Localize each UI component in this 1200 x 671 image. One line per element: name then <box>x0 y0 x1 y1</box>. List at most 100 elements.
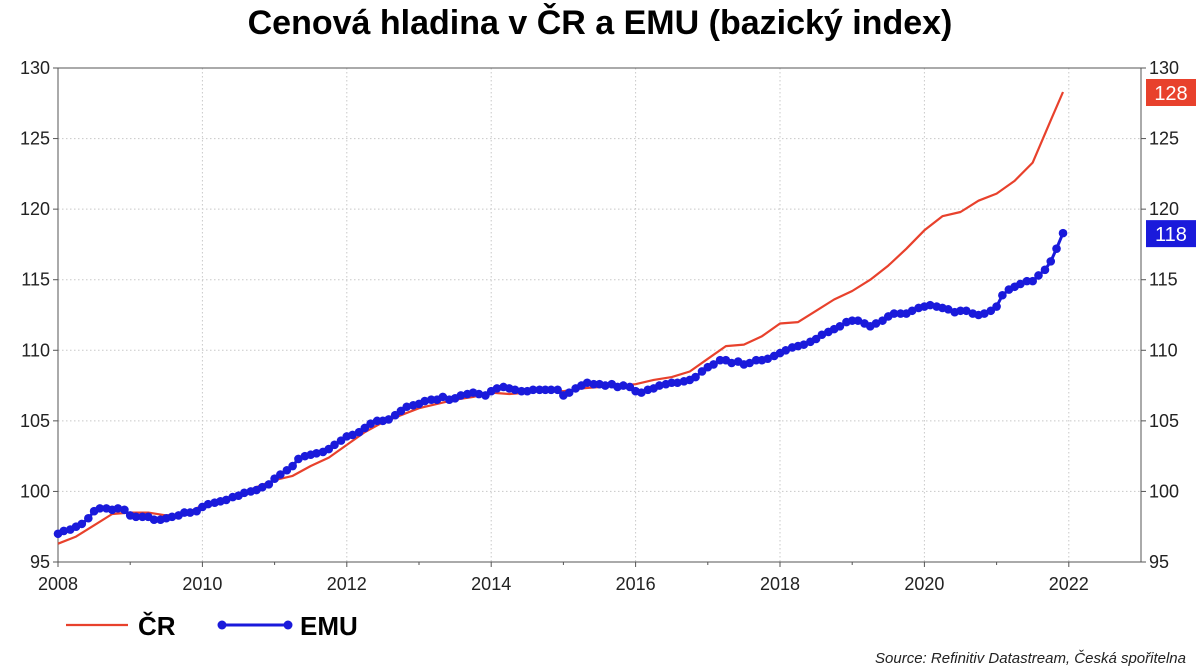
data-point <box>1016 279 1025 289</box>
data-point <box>673 378 682 388</box>
data-point <box>492 384 502 393</box>
x-tick-label: 2018 <box>760 574 800 594</box>
data-point <box>84 513 93 523</box>
data-point <box>943 305 953 314</box>
data-point <box>564 388 574 397</box>
axis-ticks: 95 95 100 100 105 105 110 110 115 115 120 120 125 125… <box>20 58 1179 594</box>
series-line <box>57 232 1065 536</box>
data-point <box>1052 244 1061 253</box>
data-point <box>907 306 917 316</box>
data-point <box>817 330 827 340</box>
y-tick-label-right: 95 <box>1149 552 1169 572</box>
data-point <box>276 470 285 479</box>
end-label-box <box>1146 220 1196 248</box>
data-point <box>1040 265 1050 275</box>
y-tick-label-right: 125 <box>1149 129 1179 149</box>
data-point <box>348 430 357 440</box>
y-tick-label-right: 120 <box>1149 199 1179 219</box>
x-tick-label: 2008 <box>38 574 78 594</box>
data-point <box>131 512 141 522</box>
y-tick-label-right: 100 <box>1149 481 1179 501</box>
x-tick-label: 2010 <box>182 574 222 594</box>
data-point <box>59 526 69 536</box>
data-point <box>264 480 274 489</box>
data-point <box>853 316 863 325</box>
y-tick-label-right: 110 <box>1149 340 1178 360</box>
data-point <box>474 389 484 399</box>
legend-label-cr: ČR <box>138 611 176 641</box>
data-point <box>655 381 664 390</box>
data-point <box>925 300 935 310</box>
y-tick-label-left: 110 <box>21 340 50 360</box>
data-point <box>637 388 646 397</box>
data-point <box>799 340 809 349</box>
data-point <box>203 499 213 509</box>
data-point <box>384 415 393 424</box>
data-point <box>149 515 159 524</box>
legend-marker <box>217 620 227 630</box>
data-point <box>167 512 177 522</box>
y-tick-label-left: 130 <box>20 58 50 78</box>
x-tick-label: 2020 <box>904 574 944 594</box>
data-point <box>312 449 321 458</box>
data-point <box>546 385 556 395</box>
y-tick-label-left: 100 <box>20 481 50 501</box>
data-point <box>456 391 466 400</box>
data-point <box>95 504 105 513</box>
data-point <box>727 358 736 368</box>
y-tick-label-right: 115 <box>1149 270 1178 290</box>
data-point <box>258 482 267 492</box>
data-point <box>77 519 87 529</box>
data-point <box>745 358 754 368</box>
series-čr: 128 <box>57 78 1196 545</box>
y-tick-label-left: 95 <box>30 552 50 572</box>
legend-marker <box>283 620 293 630</box>
data-point <box>288 461 297 471</box>
data-point <box>998 290 1007 300</box>
legend: ČR EMU <box>66 611 358 641</box>
y-tick-label-left: 115 <box>21 270 50 290</box>
y-tick-label-right: 130 <box>1149 58 1179 78</box>
data-point <box>221 495 231 505</box>
data-point <box>553 385 562 395</box>
series-emu: 118 <box>53 220 1196 539</box>
source-note: Source: Refinitiv Datastream, Česká spoř… <box>875 650 1186 667</box>
x-tick-label: 2012 <box>327 574 367 594</box>
y-tick-label-left: 120 <box>20 199 50 219</box>
data-point <box>835 321 845 331</box>
end-label: 128 <box>1154 83 1187 105</box>
data-point <box>871 319 881 328</box>
data-point <box>889 309 899 318</box>
data-point <box>961 306 971 316</box>
series-layer: 128 118 <box>53 78 1196 545</box>
data-point <box>330 440 339 450</box>
data-point <box>992 302 1001 311</box>
data-point <box>113 504 123 513</box>
data-point <box>709 360 718 369</box>
data-point <box>366 419 375 428</box>
data-point <box>185 508 195 517</box>
legend-label-emu: EMU <box>300 611 358 641</box>
data-point <box>420 396 430 406</box>
x-tick-label: 2014 <box>471 574 511 594</box>
end-label: 118 <box>1155 224 1187 246</box>
data-point <box>120 505 129 515</box>
y-tick-label-left: 105 <box>20 411 50 431</box>
y-tick-label-left: 125 <box>20 129 50 149</box>
data-point <box>781 345 791 355</box>
data-point <box>582 378 592 388</box>
data-point <box>438 392 448 402</box>
plot-frame <box>57 67 1142 563</box>
data-point <box>1034 271 1043 280</box>
data-point <box>1058 228 1068 238</box>
data-point <box>239 488 249 498</box>
data-point <box>294 454 303 464</box>
data-point <box>600 381 610 390</box>
data-point <box>528 385 538 395</box>
y-tick-label-right: 105 <box>1149 411 1179 431</box>
data-point <box>1046 257 1056 266</box>
data-point <box>619 381 628 390</box>
data-point <box>1028 276 1037 286</box>
series-line <box>57 91 1065 545</box>
